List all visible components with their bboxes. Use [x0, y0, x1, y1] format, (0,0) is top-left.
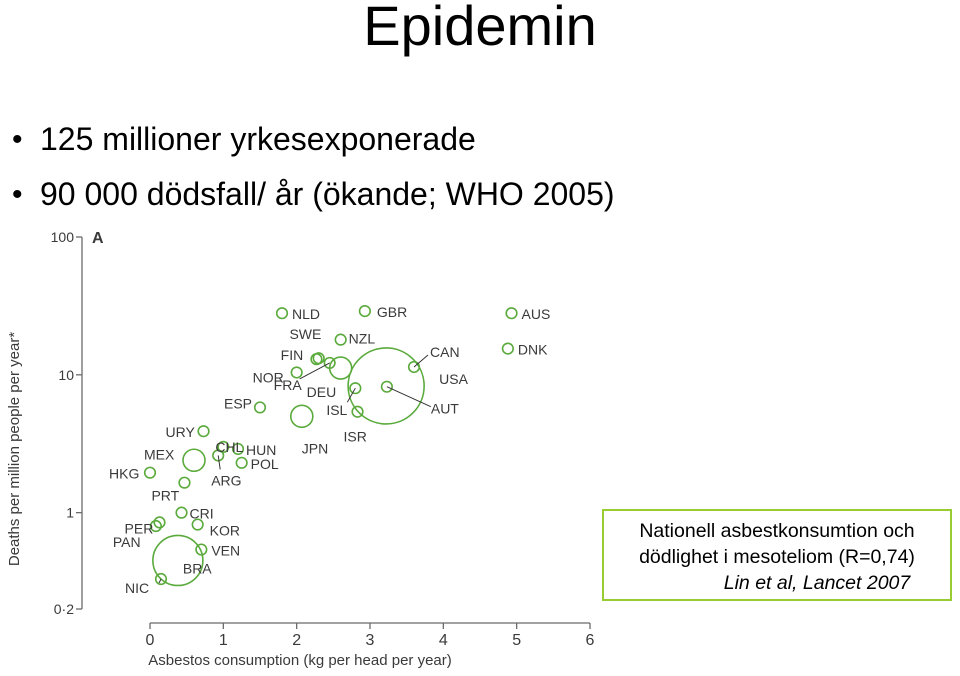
point-label-ury: URY	[166, 424, 196, 440]
point-per	[153, 516, 166, 529]
point-label-hkg: HKG	[109, 466, 139, 482]
point-isr	[351, 405, 364, 418]
point-cri	[175, 506, 188, 519]
point-arg	[212, 449, 225, 462]
bullet-item: 90 000 dödsfall/ år (ökande; WHO 2005)	[0, 167, 615, 222]
annotation-citation: Lin et al, Lancet 2007	[723, 572, 911, 594]
point-aut	[380, 380, 393, 393]
x-tick-label: 1	[219, 632, 228, 649]
slide-title: Epidemin	[363, 0, 597, 57]
leader-line-aut	[386, 386, 432, 408]
point-label-nzl: NZL	[349, 331, 376, 347]
point-label-can: CAN	[430, 344, 460, 360]
point-usa	[347, 347, 425, 425]
point-label-hun: HUN	[246, 442, 276, 458]
panel-label: A	[92, 230, 104, 247]
point-label-nic: NIC	[125, 580, 149, 596]
leader-line-nic	[158, 578, 162, 584]
point-label-pol: POL	[251, 456, 279, 472]
y-tick-label: 100	[51, 229, 75, 245]
point-deu	[328, 356, 353, 380]
point-nld	[275, 307, 289, 320]
point-hun	[231, 442, 245, 456]
point-nzl	[334, 333, 347, 346]
point-label-dnk: DNK	[518, 342, 548, 358]
point-label-cri: CRI	[190, 506, 214, 522]
point-label-arg: ARG	[211, 472, 241, 488]
point-prt	[178, 476, 191, 489]
leader-line-fra	[299, 362, 330, 380]
point-label-nld: NLD	[292, 306, 320, 322]
point-label-deu: DEU	[307, 384, 337, 400]
point-label-jpn: JPN	[302, 440, 328, 456]
x-tick-label: 6	[586, 632, 595, 649]
point-label-nor: NOR	[253, 369, 284, 385]
scatter-chart: 0·2 1 10 100 0 1 2 3 4 5 6 NLD GBR AUS NZL SWE FIN NORFR…	[6, 229, 595, 669]
point-label-swe: SWE	[289, 326, 321, 342]
point-label-aus: AUS	[522, 306, 551, 322]
annotation-box: Nationell asbestkonsumtion och dödlighet…	[602, 509, 952, 601]
x-tick-label: 0	[146, 632, 155, 649]
point-label-esp: ESP	[224, 395, 252, 411]
x-tick-label: 2	[292, 632, 301, 649]
bullet-list: 125 millioner yrkesexponerade 90 000 död…	[0, 112, 615, 222]
chart-axes: 0·2 1 10 100 0 1 2 3 4 5 6	[51, 229, 595, 649]
point-aus	[505, 307, 518, 320]
point-label-per: PER	[125, 520, 154, 536]
y-axis-label: Deaths per million people per year*	[6, 332, 23, 566]
point-label-bra: BRA	[183, 560, 212, 576]
annotation-line-1: Nationell asbestkonsumtion och	[639, 520, 915, 542]
leader-line-can	[413, 354, 429, 368]
point-label-isl: ISL	[326, 402, 347, 418]
x-axis-label: Asbestos consumption (kg per head per ye…	[148, 652, 452, 669]
point-label-isr: ISR	[344, 429, 367, 445]
point-hkg	[143, 466, 157, 479]
x-tick-label: 4	[439, 632, 448, 649]
point-fin	[312, 352, 325, 365]
point-label-pan: PAN	[113, 534, 141, 550]
leader-line-isl	[346, 387, 356, 403]
point-pol	[235, 456, 248, 469]
point-ven	[195, 543, 208, 556]
point-label-chl: CHL	[215, 439, 243, 455]
point-gbr	[358, 304, 371, 318]
point-kor	[191, 518, 204, 531]
point-label-gbr: GBR	[377, 304, 407, 320]
y-tick-label: 1	[66, 505, 74, 521]
point-mex	[182, 448, 206, 473]
leader-line-arg	[217, 455, 221, 470]
point-ury	[197, 425, 210, 438]
point-label-prt: PRT	[151, 488, 179, 504]
y-tick-label: 0·2	[54, 601, 74, 617]
x-tick-label: 3	[366, 632, 375, 649]
point-nic	[154, 572, 168, 586]
point-esp	[253, 401, 267, 414]
point-label-mex: MEX	[144, 446, 175, 462]
point-pan	[149, 519, 162, 533]
point-dnk	[501, 342, 514, 355]
point-label-usa: USA	[439, 371, 468, 387]
x-tick-label: 5	[512, 632, 521, 649]
point-bra	[152, 534, 204, 587]
point-isl	[349, 382, 362, 395]
y-tick-label: 10	[58, 367, 74, 383]
point-label-ven: VEN	[211, 543, 240, 559]
point-nor	[290, 366, 303, 379]
point-jpn	[289, 404, 314, 429]
annotation-line-2: dödlighet i mesoteliom (R=0,74)	[639, 546, 915, 568]
point-label-fin: FIN	[281, 347, 304, 363]
point-label-kor: KOR	[210, 523, 240, 539]
chart-points	[143, 304, 518, 587]
point-label-fra: FRA	[274, 377, 303, 393]
bullet-item: 125 millioner yrkesexponerade	[0, 112, 615, 167]
point-label-aut: AUT	[431, 401, 459, 417]
